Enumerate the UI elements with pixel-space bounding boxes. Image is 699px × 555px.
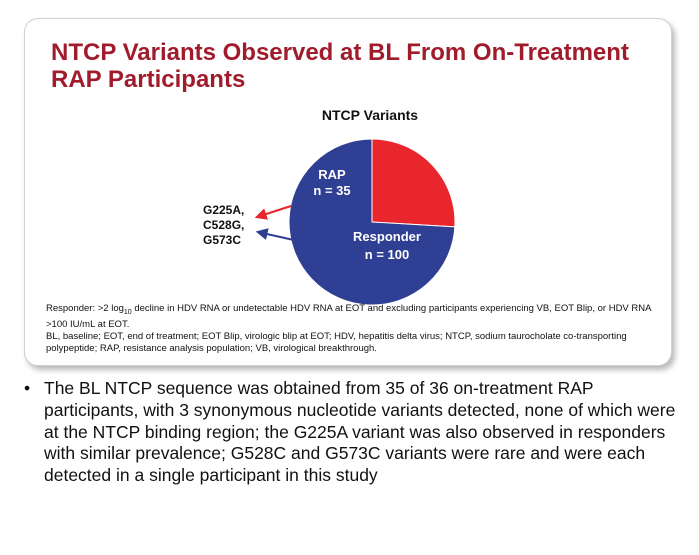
responder-arrow [255, 228, 308, 244]
rap-slice-label: RAP [318, 167, 346, 182]
pie-chart: RAP n = 35 Responder n = 100 [254, 138, 456, 306]
bullet-marker: • [24, 378, 31, 398]
figure-card: NTCP Variants Observed at BL From On-Tre… [24, 18, 672, 366]
responder-definition: Responder: >2 log10 decline in HDV RNA o… [46, 303, 658, 331]
slide-title: NTCP Variants Observed at BL From On-Tre… [51, 39, 629, 93]
variant-label: C528G, [203, 218, 245, 232]
log-subscript: 10 [123, 308, 132, 316]
responder-definition-rest: decline in HDV RNA or undetectable HDV R… [46, 303, 651, 330]
pie-slice-responder [288, 138, 456, 306]
responder-slice-count: n = 100 [365, 247, 409, 262]
chart-title: NTCP Variants [321, 107, 419, 123]
responder-slice-label: Responder [353, 229, 421, 244]
abbreviations: BL, baseline; EOT, end of treatment; EOT… [46, 330, 627, 354]
bullet-text: The BL NTCP sequence was obtained from 3… [44, 378, 676, 486]
responder-definition-prefix: Responder: >2 log [46, 303, 124, 314]
bullet-point: • The BL NTCP sequence was obtained from… [24, 378, 679, 487]
variant-label: G573C [203, 233, 242, 247]
pie-slice-rap [371, 138, 456, 228]
variant-label: G225A, [203, 203, 245, 217]
footnote: Responder: >2 log10 decline in HDV RNA o… [46, 303, 658, 355]
variant-list: G225A, C528G, G573C [203, 203, 244, 248]
rap-slice-count: n = 35 [313, 183, 350, 198]
rap-arrow [254, 205, 292, 220]
